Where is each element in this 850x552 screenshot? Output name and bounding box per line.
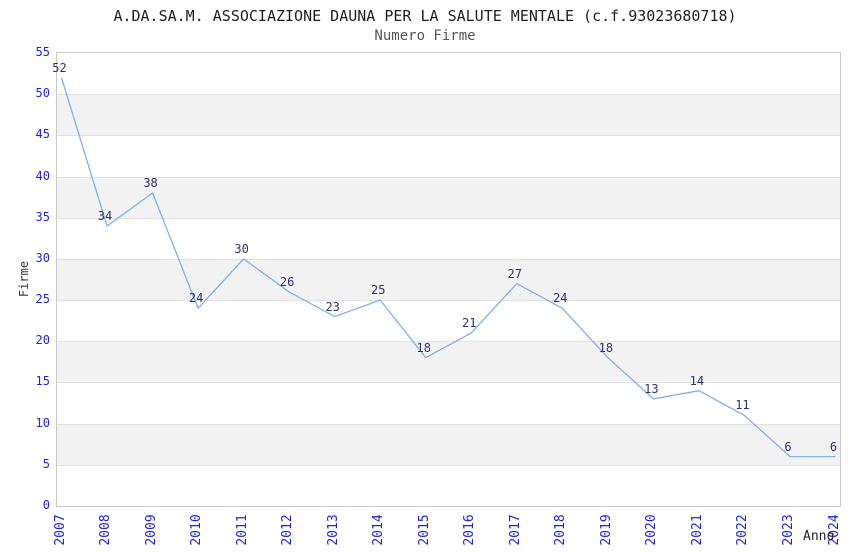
x-tick-label: 2020 xyxy=(644,508,660,552)
series-line-svg xyxy=(57,53,840,506)
y-tick-label: 35 xyxy=(14,210,50,224)
y-tick-label: 0 xyxy=(14,498,50,512)
x-tick-label: 2019 xyxy=(599,508,615,552)
y-tick-label: 30 xyxy=(14,251,50,265)
data-point-label: 18 xyxy=(589,341,623,355)
x-tick-label: 2014 xyxy=(371,508,387,552)
series-line xyxy=(62,78,836,457)
x-tick-label: 2022 xyxy=(735,508,751,552)
x-tick-label: 2012 xyxy=(280,508,296,552)
x-tick-label: 2011 xyxy=(235,508,251,552)
chart-title: A.DA.SA.M. ASSOCIAZIONE DAUNA PER LA SAL… xyxy=(0,7,850,25)
data-point-label: 18 xyxy=(407,341,441,355)
x-tick-label: 2007 xyxy=(53,508,69,552)
x-tick-label: 2023 xyxy=(781,508,797,552)
data-point-label: 21 xyxy=(452,316,486,330)
data-point-label: 11 xyxy=(725,398,759,412)
y-tick-label: 55 xyxy=(14,45,50,59)
x-tick-label: 2013 xyxy=(326,508,342,552)
y-tick-label: 50 xyxy=(14,86,50,100)
data-point-label: 34 xyxy=(88,209,122,223)
y-tick-label: 40 xyxy=(14,169,50,183)
data-point-label: 26 xyxy=(270,275,304,289)
data-point-label: 24 xyxy=(179,291,213,305)
data-point-label: 24 xyxy=(543,291,577,305)
data-point-label: 6 xyxy=(817,440,850,454)
y-tick-label: 10 xyxy=(14,416,50,430)
data-point-label: 30 xyxy=(225,242,259,256)
y-tick-label: 45 xyxy=(14,127,50,141)
data-point-label: 38 xyxy=(134,176,168,190)
data-point-label: 27 xyxy=(498,267,532,281)
y-tick-label: 25 xyxy=(14,292,50,306)
data-point-label: 6 xyxy=(771,440,805,454)
x-tick-label: 2010 xyxy=(189,508,205,552)
x-axis-label: Anno xyxy=(803,529,834,544)
y-tick-label: 15 xyxy=(14,374,50,388)
data-point-label: 25 xyxy=(361,283,395,297)
data-point-label: 23 xyxy=(316,300,350,314)
chart-subtitle: Numero Firme xyxy=(0,28,850,44)
x-tick-label: 2021 xyxy=(690,508,706,552)
x-tick-label: 2009 xyxy=(144,508,160,552)
data-point-label: 52 xyxy=(43,61,77,75)
x-tick-label: 2015 xyxy=(417,508,433,552)
data-point-label: 13 xyxy=(634,382,668,396)
x-tick-label: 2018 xyxy=(553,508,569,552)
x-tick-label: 2017 xyxy=(508,508,524,552)
x-tick-label: 2016 xyxy=(462,508,478,552)
y-tick-label: 20 xyxy=(14,333,50,347)
y-tick-label: 5 xyxy=(14,457,50,471)
x-tick-label: 2008 xyxy=(98,508,114,552)
data-point-label: 14 xyxy=(680,374,714,388)
